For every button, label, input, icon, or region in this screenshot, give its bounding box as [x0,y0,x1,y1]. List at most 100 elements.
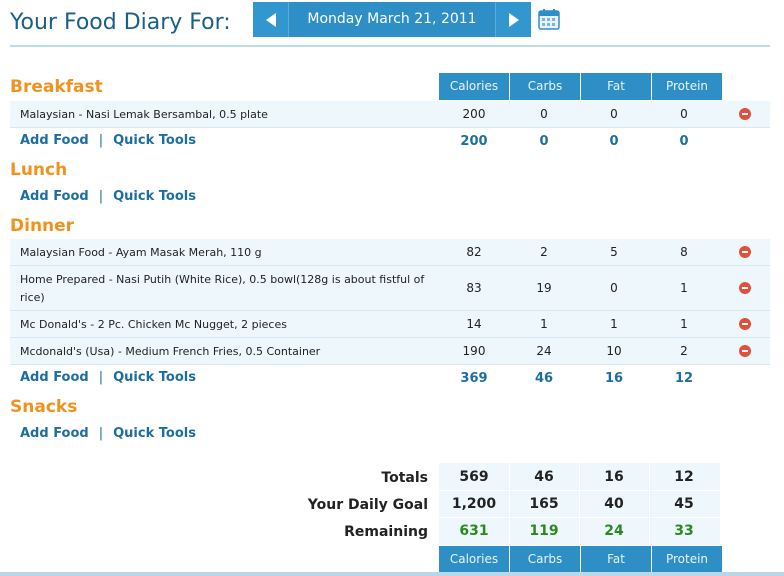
quick-tools-link[interactable]: Quick Tools [113,133,196,148]
food-calories: 200 [462,107,486,121]
totals-carbs: 46 [534,469,554,485]
add-food-link[interactable]: Add Food [20,189,89,204]
calendar-icon[interactable] [538,8,560,30]
link-separator: | [98,133,104,148]
dinner-total-protein: 12 [674,371,694,386]
food-name[interactable]: Malaysian - Nasi Lemak Bersambal, 0.5 pl… [20,108,268,121]
remaining-protein: 33 [674,523,694,539]
remove-icon[interactable] [739,282,751,294]
column-headers-bottom: Calories Carbs Fat Protein [439,546,723,573]
food-protein: 1 [680,281,688,295]
remove-icon[interactable] [739,345,751,357]
food-row: Mcdonald's (Usa) - Medium French Fries, … [10,338,770,365]
food-fat: 1 [610,317,618,331]
totals-label: Totals [381,470,428,486]
current-date[interactable]: Monday March 21, 2011 [288,2,496,37]
section-breakfast-title: Breakfast [10,77,103,97]
dinner-total-carbs: 46 [534,371,554,386]
food-calories: 14 [466,317,482,331]
remove-icon[interactable] [739,108,751,120]
link-separator: | [98,426,104,441]
arrow-left-icon [265,12,276,27]
food-protein: 0 [680,107,688,121]
food-calories: 82 [466,245,482,259]
bottom-border [0,572,784,576]
column-header-protein: Protein [652,546,723,573]
quick-tools-link[interactable]: Quick Tools [113,370,196,385]
breakfast-total-fat: 0 [609,134,619,149]
add-food-link[interactable]: Add Food [20,370,89,385]
food-protein: 2 [680,344,688,358]
food-carbs: 1 [540,317,548,331]
diary-header: Your Food Diary For: [10,6,231,38]
food-carbs: 2 [540,245,548,259]
food-carbs: 24 [536,344,552,358]
column-header-carbs: Carbs [510,546,581,573]
goal-fat: 40 [604,496,624,512]
next-day-button[interactable] [496,2,531,37]
goal-protein: 45 [674,496,694,512]
totals-protein: 12 [674,469,694,485]
section-lunch-title: Lunch [10,160,68,180]
column-header-carbs: Carbs [510,73,581,100]
food-name[interactable]: Home Prepared - Nasi Putih (White Rice),… [20,273,425,304]
section-snacks-title: Snacks [10,397,78,417]
food-carbs: 0 [540,107,548,121]
summary-column-divider [649,463,650,545]
remaining-fat: 24 [604,523,624,539]
food-calories: 190 [462,344,486,358]
food-name[interactable]: Mc Donald's - 2 Pc. Chicken Mc Nugget, 2… [20,318,287,331]
column-header-protein: Protein [652,73,723,100]
add-food-link[interactable]: Add Food [20,426,89,441]
food-calories: 83 [466,281,482,295]
food-carbs: 19 [536,281,552,295]
column-header-calories: Calories [439,546,510,573]
breakfast-total-protein: 0 [679,134,689,149]
food-row: Mc Donald's - 2 Pc. Chicken Mc Nugget, 2… [10,311,770,338]
food-name[interactable]: Mcdonald's (Usa) - Medium French Fries, … [20,345,321,358]
dinner-total-fat: 16 [604,371,624,386]
link-separator: | [98,189,104,204]
column-header-fat: Fat [581,546,652,573]
totals-fat: 16 [604,469,624,485]
section-dinner-title: Dinner [10,216,75,236]
food-fat: 0 [610,281,618,295]
food-protein: 8 [680,245,688,259]
link-separator: | [98,370,104,385]
food-protein: 1 [680,317,688,331]
quick-tools-link[interactable]: Quick Tools [113,426,196,441]
breakfast-total-carbs: 0 [539,134,549,149]
food-fat: 0 [610,107,618,121]
remaining-carbs: 119 [529,523,559,539]
food-fat: 10 [606,344,622,358]
remove-icon[interactable] [739,246,751,258]
breakfast-total-calories: 200 [460,134,488,149]
food-row: Malaysian - Nasi Lemak Bersambal, 0.5 pl… [10,101,770,128]
column-header-fat: Fat [581,73,652,100]
food-fat: 5 [610,245,618,259]
prev-day-button[interactable] [253,2,288,37]
column-headers-top: Calories Carbs Fat Protein [439,73,723,100]
remaining-calories: 631 [459,523,489,539]
quick-tools-link[interactable]: Quick Tools [113,189,196,204]
goal-carbs: 165 [529,496,559,512]
arrow-right-icon [508,12,519,27]
remaining-label: Remaining [344,524,428,540]
column-header-calories: Calories [439,73,510,100]
page-title: Your Food Diary For: [10,9,231,35]
summary-column-divider [579,463,580,545]
summary-column-divider [509,463,510,545]
food-name[interactable]: Malaysian Food - Ayam Masak Merah, 110 g [20,246,262,259]
dinner-total-calories: 369 [460,371,488,386]
snacks-links: Add Food | Quick Tools [20,426,196,441]
totals-calories: 569 [459,469,489,485]
lunch-links: Add Food | Quick Tools [20,189,196,204]
add-food-link[interactable]: Add Food [20,133,89,148]
goal-calories: 1,200 [451,496,497,512]
dinner-links: Add Food | Quick Tools [20,370,196,385]
remove-icon[interactable] [739,318,751,330]
date-navigator: Monday March 21, 2011 [253,2,531,37]
breakfast-links: Add Food | Quick Tools [20,133,196,148]
daily-goal-label: Your Daily Goal [307,497,428,513]
food-row: Malaysian Food - Ayam Masak Merah, 110 g… [10,239,770,266]
